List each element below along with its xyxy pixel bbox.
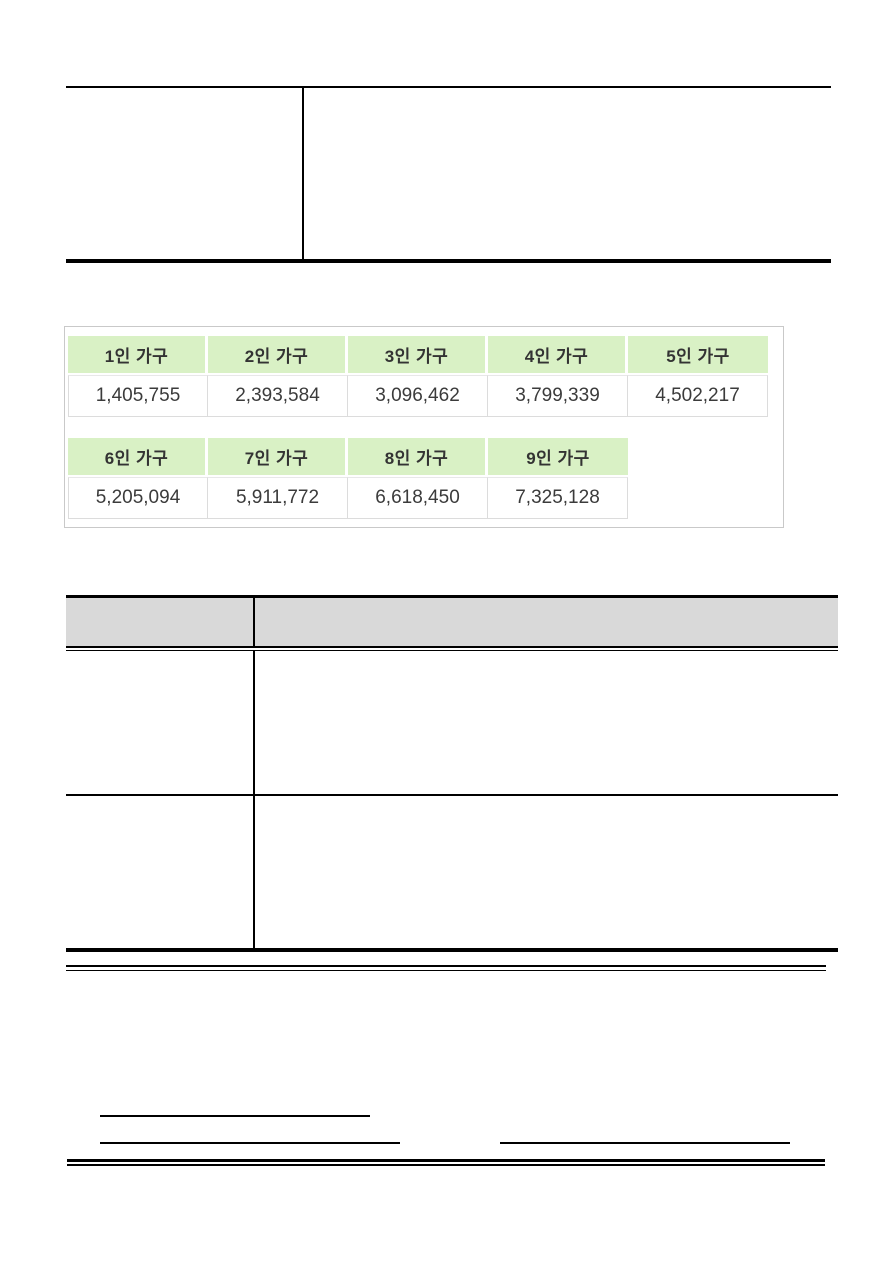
household-value-cell: 2,393,584 — [208, 375, 348, 417]
middle-table-row — [66, 796, 838, 948]
household-header-row: 1인 가구 2인 가구 3인 가구 4인 가구 5인 가구 — [68, 336, 783, 375]
household-value-cell: 5,205,094 — [68, 477, 208, 519]
middle-table-header-row — [66, 598, 838, 646]
footnote-rule-2-right — [500, 1142, 790, 1144]
household-header-cell: 2인 가구 — [208, 336, 348, 375]
household-header-cell: 5인 가구 — [628, 336, 768, 375]
middle-table-content-cell — [253, 796, 838, 948]
page-bottom-double-rule — [67, 1159, 825, 1166]
middle-ruled-table — [66, 595, 838, 952]
household-value-cell: 3,096,462 — [348, 375, 488, 417]
middle-table-header-label-cell — [66, 598, 253, 646]
top-ruled-table — [66, 86, 831, 263]
household-header-cell: 6인 가구 — [68, 438, 208, 477]
household-value-cell: 5,911,772 — [208, 477, 348, 519]
household-value-row: 5,205,094 5,911,772 6,618,450 7,325,128 — [68, 477, 783, 519]
middle-table-header-content-cell — [253, 598, 838, 646]
footnote-rule-1 — [100, 1115, 370, 1117]
household-header-cell: 1인 가구 — [68, 336, 208, 375]
household-table-group-2: 6인 가구 7인 가구 8인 가구 9인 가구 5,205,094 5,911,… — [68, 438, 783, 519]
middle-table-row — [66, 651, 838, 796]
household-value-cell: 1,405,755 — [68, 375, 208, 417]
section-double-rule — [66, 965, 826, 971]
household-value-cell: 3,799,339 — [488, 375, 628, 417]
household-header-row: 6인 가구 7인 가구 8인 가구 9인 가구 — [68, 438, 783, 477]
household-value-row: 1,405,755 2,393,584 3,096,462 3,799,339 … — [68, 375, 783, 417]
household-header-cell: 7인 가구 — [208, 438, 348, 477]
header-double-rule — [66, 646, 838, 651]
household-value-cell: 4,502,217 — [628, 375, 768, 417]
household-table: 1인 가구 2인 가구 3인 가구 4인 가구 5인 가구 1,405,755 … — [64, 326, 784, 528]
footnote-rule-2-left — [100, 1142, 400, 1144]
top-table-content-cell — [302, 88, 831, 259]
household-header-cell: 4인 가구 — [488, 336, 628, 375]
middle-table-label-cell — [66, 796, 253, 948]
household-header-cell: 3인 가구 — [348, 336, 488, 375]
middle-table-content-cell — [253, 651, 838, 794]
middle-table-label-cell — [66, 651, 253, 794]
household-header-cell: 8인 가구 — [348, 438, 488, 477]
household-value-cell: 7,325,128 — [488, 477, 628, 519]
household-header-cell: 9인 가구 — [488, 438, 628, 477]
household-value-cell: 6,618,450 — [348, 477, 488, 519]
top-table-label-cell — [66, 88, 302, 259]
household-table-group-1: 1인 가구 2인 가구 3인 가구 4인 가구 5인 가구 1,405,755 … — [68, 336, 783, 417]
